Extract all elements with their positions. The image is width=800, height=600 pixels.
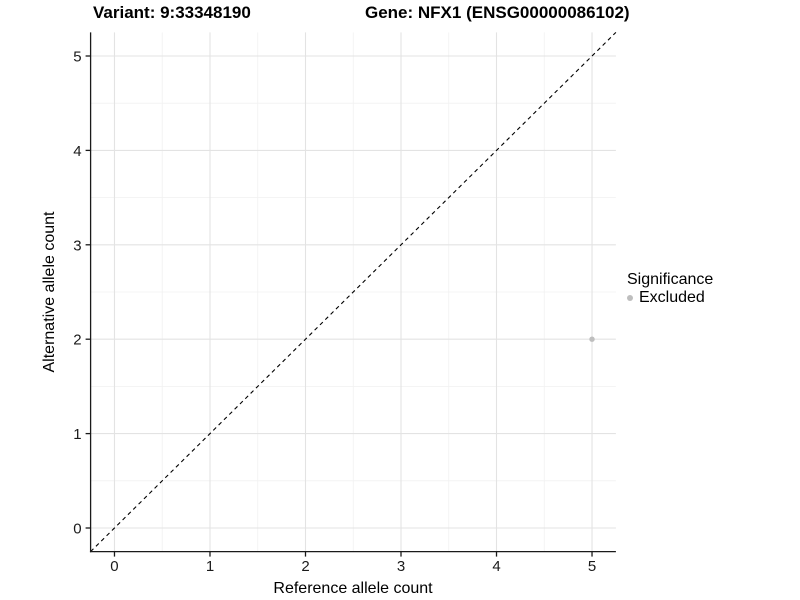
y-tick-label: 5 xyxy=(73,49,81,66)
excluded-marker-icon xyxy=(627,295,633,301)
data-point-excluded xyxy=(589,336,595,342)
y-tick-label: 3 xyxy=(73,237,81,254)
variant-title: Variant: 9:33348190 xyxy=(93,3,251,22)
y-tick-label: 1 xyxy=(73,426,81,443)
gene-title: Gene: NFX1 (ENSG00000086102) xyxy=(365,3,630,22)
legend-title: Significance xyxy=(627,271,714,288)
identity-reference-line xyxy=(90,32,617,552)
x-axis-title: Reference allele count xyxy=(273,580,433,597)
y-tick-label: 0 xyxy=(73,521,81,538)
x-tick-label: 3 xyxy=(397,558,405,575)
legend: Significance Excluded xyxy=(627,271,713,307)
x-tick-label: 2 xyxy=(301,558,309,575)
y-tick-label: 4 xyxy=(73,143,81,160)
y-tick-label: 2 xyxy=(73,332,81,349)
x-tick-label: 0 xyxy=(110,558,118,575)
legend-entry-label: Excluded xyxy=(639,289,705,306)
legend-entry-excluded: Excluded xyxy=(627,289,713,307)
x-tick-label: 5 xyxy=(588,558,596,575)
y-axis-title: Alternative allele count xyxy=(41,211,58,373)
x-tick-label: 4 xyxy=(492,558,500,575)
x-tick-label: 1 xyxy=(206,558,214,575)
